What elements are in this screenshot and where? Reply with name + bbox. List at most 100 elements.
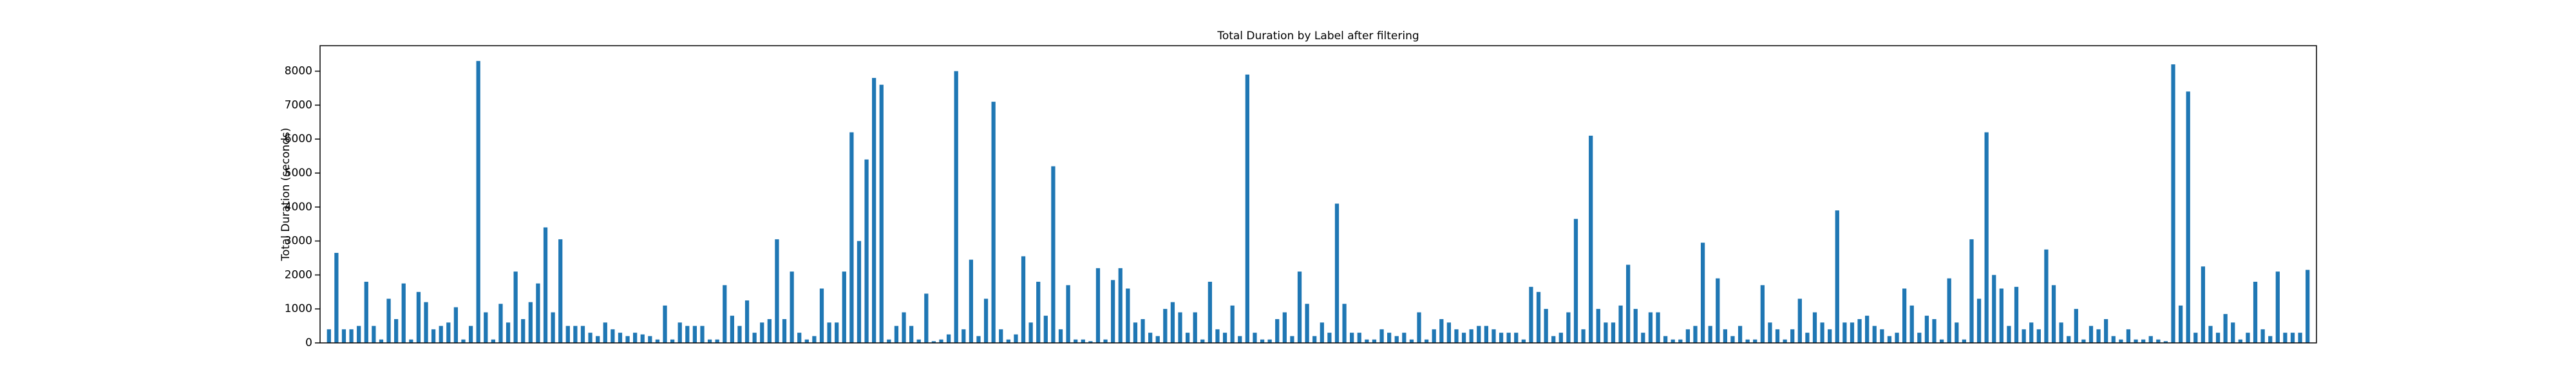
bar <box>596 336 600 343</box>
bar <box>692 326 697 343</box>
bar <box>835 322 839 343</box>
bar <box>364 281 368 343</box>
bar <box>2096 329 2101 343</box>
bar <box>1551 336 1556 343</box>
bar <box>1999 288 2003 343</box>
bar <box>551 312 555 343</box>
bar <box>1424 339 1429 343</box>
bar <box>1417 312 1421 343</box>
bar <box>2246 333 2250 343</box>
bar <box>1387 333 1392 343</box>
bar <box>1372 339 1377 343</box>
bar <box>1708 326 1712 343</box>
bar <box>1955 322 1959 343</box>
bar <box>1185 333 1190 343</box>
bar <box>2283 333 2287 343</box>
bar <box>416 291 421 343</box>
bar <box>1514 333 1519 343</box>
bar <box>1178 312 1182 343</box>
bar <box>1036 281 1041 343</box>
bar <box>1573 219 1578 343</box>
bar <box>991 102 996 343</box>
bar <box>379 339 384 343</box>
bar <box>1051 166 1056 343</box>
bar <box>1081 339 1085 343</box>
bar <box>1969 239 1974 343</box>
bar <box>1828 329 1832 343</box>
y-tick-label: 5000 <box>285 167 312 179</box>
bar <box>842 271 846 343</box>
bar <box>1492 329 1496 343</box>
bar <box>1282 312 1287 343</box>
bar <box>790 271 794 343</box>
plot-frame <box>319 45 2317 344</box>
bar <box>1394 336 1399 343</box>
bar <box>1880 329 1884 343</box>
bar <box>1163 309 1168 343</box>
bar <box>1812 312 1817 343</box>
bar <box>707 339 712 343</box>
bar <box>1461 333 1466 343</box>
bar <box>1260 339 1265 343</box>
bar <box>976 336 981 343</box>
bar <box>1342 304 1347 343</box>
bar <box>1439 319 1444 343</box>
bar <box>2104 319 2108 343</box>
y-tick-label: 2000 <box>285 268 312 281</box>
bar <box>1835 210 1839 343</box>
bar <box>1253 333 1257 343</box>
bar <box>1700 243 1705 343</box>
bar <box>663 305 667 343</box>
bar <box>1028 322 1033 343</box>
bar <box>633 333 638 343</box>
bar <box>1215 329 1220 343</box>
bar <box>939 339 943 343</box>
bar <box>1648 312 1653 343</box>
bar <box>849 132 854 343</box>
bar <box>737 326 742 343</box>
bar <box>983 299 989 343</box>
y-tick-label: 1000 <box>285 302 312 315</box>
bar <box>2208 326 2213 343</box>
bar <box>2029 322 2034 343</box>
bar <box>1872 326 1877 343</box>
bar <box>409 339 413 343</box>
bar <box>2081 339 2086 343</box>
bar <box>1469 329 1473 343</box>
bar <box>730 315 735 343</box>
bar <box>954 71 958 343</box>
bar <box>625 336 630 343</box>
bar <box>2201 266 2206 343</box>
y-tick-label: 8000 <box>285 65 312 78</box>
bar <box>588 333 592 343</box>
bar <box>2306 270 2310 343</box>
bar <box>775 239 779 343</box>
bar <box>1716 278 1720 343</box>
bar <box>424 302 428 343</box>
bar <box>341 329 346 343</box>
bar <box>916 339 921 343</box>
bar <box>1790 329 1795 343</box>
bar <box>1409 339 1414 343</box>
bar <box>1693 326 1698 343</box>
bar <box>1126 288 1130 343</box>
bar <box>2022 329 2026 343</box>
bar <box>1678 339 1683 343</box>
bar <box>2134 339 2138 343</box>
bar <box>1805 333 1810 343</box>
bar <box>2126 329 2131 343</box>
bar <box>752 333 757 343</box>
bar <box>394 319 399 343</box>
bar <box>2007 326 2011 343</box>
bar <box>543 227 548 343</box>
bar <box>565 326 570 343</box>
bar <box>468 326 473 343</box>
bar <box>1245 74 1249 343</box>
bar <box>1685 329 1690 343</box>
bar <box>1909 305 1914 343</box>
bar <box>715 339 719 343</box>
bar <box>1275 319 1280 343</box>
bar <box>1200 339 1205 343</box>
bar <box>1895 333 1899 343</box>
